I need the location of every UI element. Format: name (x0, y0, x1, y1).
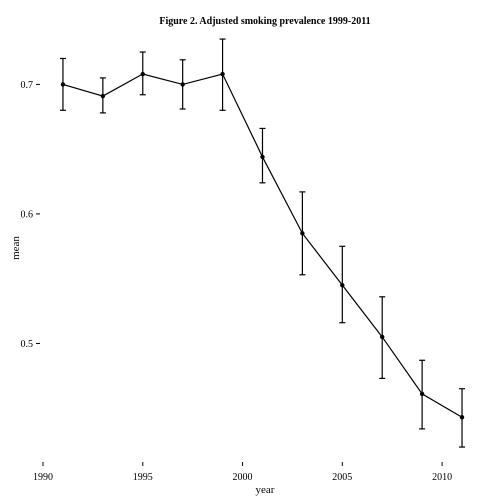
x-axis: 1990 1995 2000 2005 2010 (33, 462, 452, 483)
x-tick-label: 1990 (33, 472, 53, 483)
data-point (260, 154, 265, 160)
data-point (380, 334, 385, 340)
x-axis-label: year (256, 484, 275, 496)
series-line (62, 73, 463, 418)
x-tick-label: 2005 (332, 472, 352, 483)
data-point (419, 391, 425, 397)
data-point (300, 231, 305, 236)
x-tick-label: 2010 (432, 472, 452, 483)
data-point (220, 71, 225, 77)
y-axis: 0.5 0.6 0.7 (21, 80, 40, 350)
data-point (340, 282, 345, 288)
data-point (459, 415, 465, 420)
data-point (100, 93, 106, 99)
chart-title: Figure 2. Adjusted smoking prevalence 19… (159, 16, 370, 27)
y-axis-label: mean (10, 236, 22, 260)
y-tick-label: 0.7 (21, 80, 34, 91)
data-point (60, 82, 66, 87)
data-point (180, 82, 185, 87)
plot-area (59, 38, 466, 448)
x-tick-label: 2000 (233, 472, 253, 483)
y-tick-label: 0.6 (21, 209, 34, 220)
data-point (140, 71, 145, 77)
y-tick-label: 0.5 (21, 339, 34, 350)
x-tick-label: 1995 (133, 472, 153, 483)
